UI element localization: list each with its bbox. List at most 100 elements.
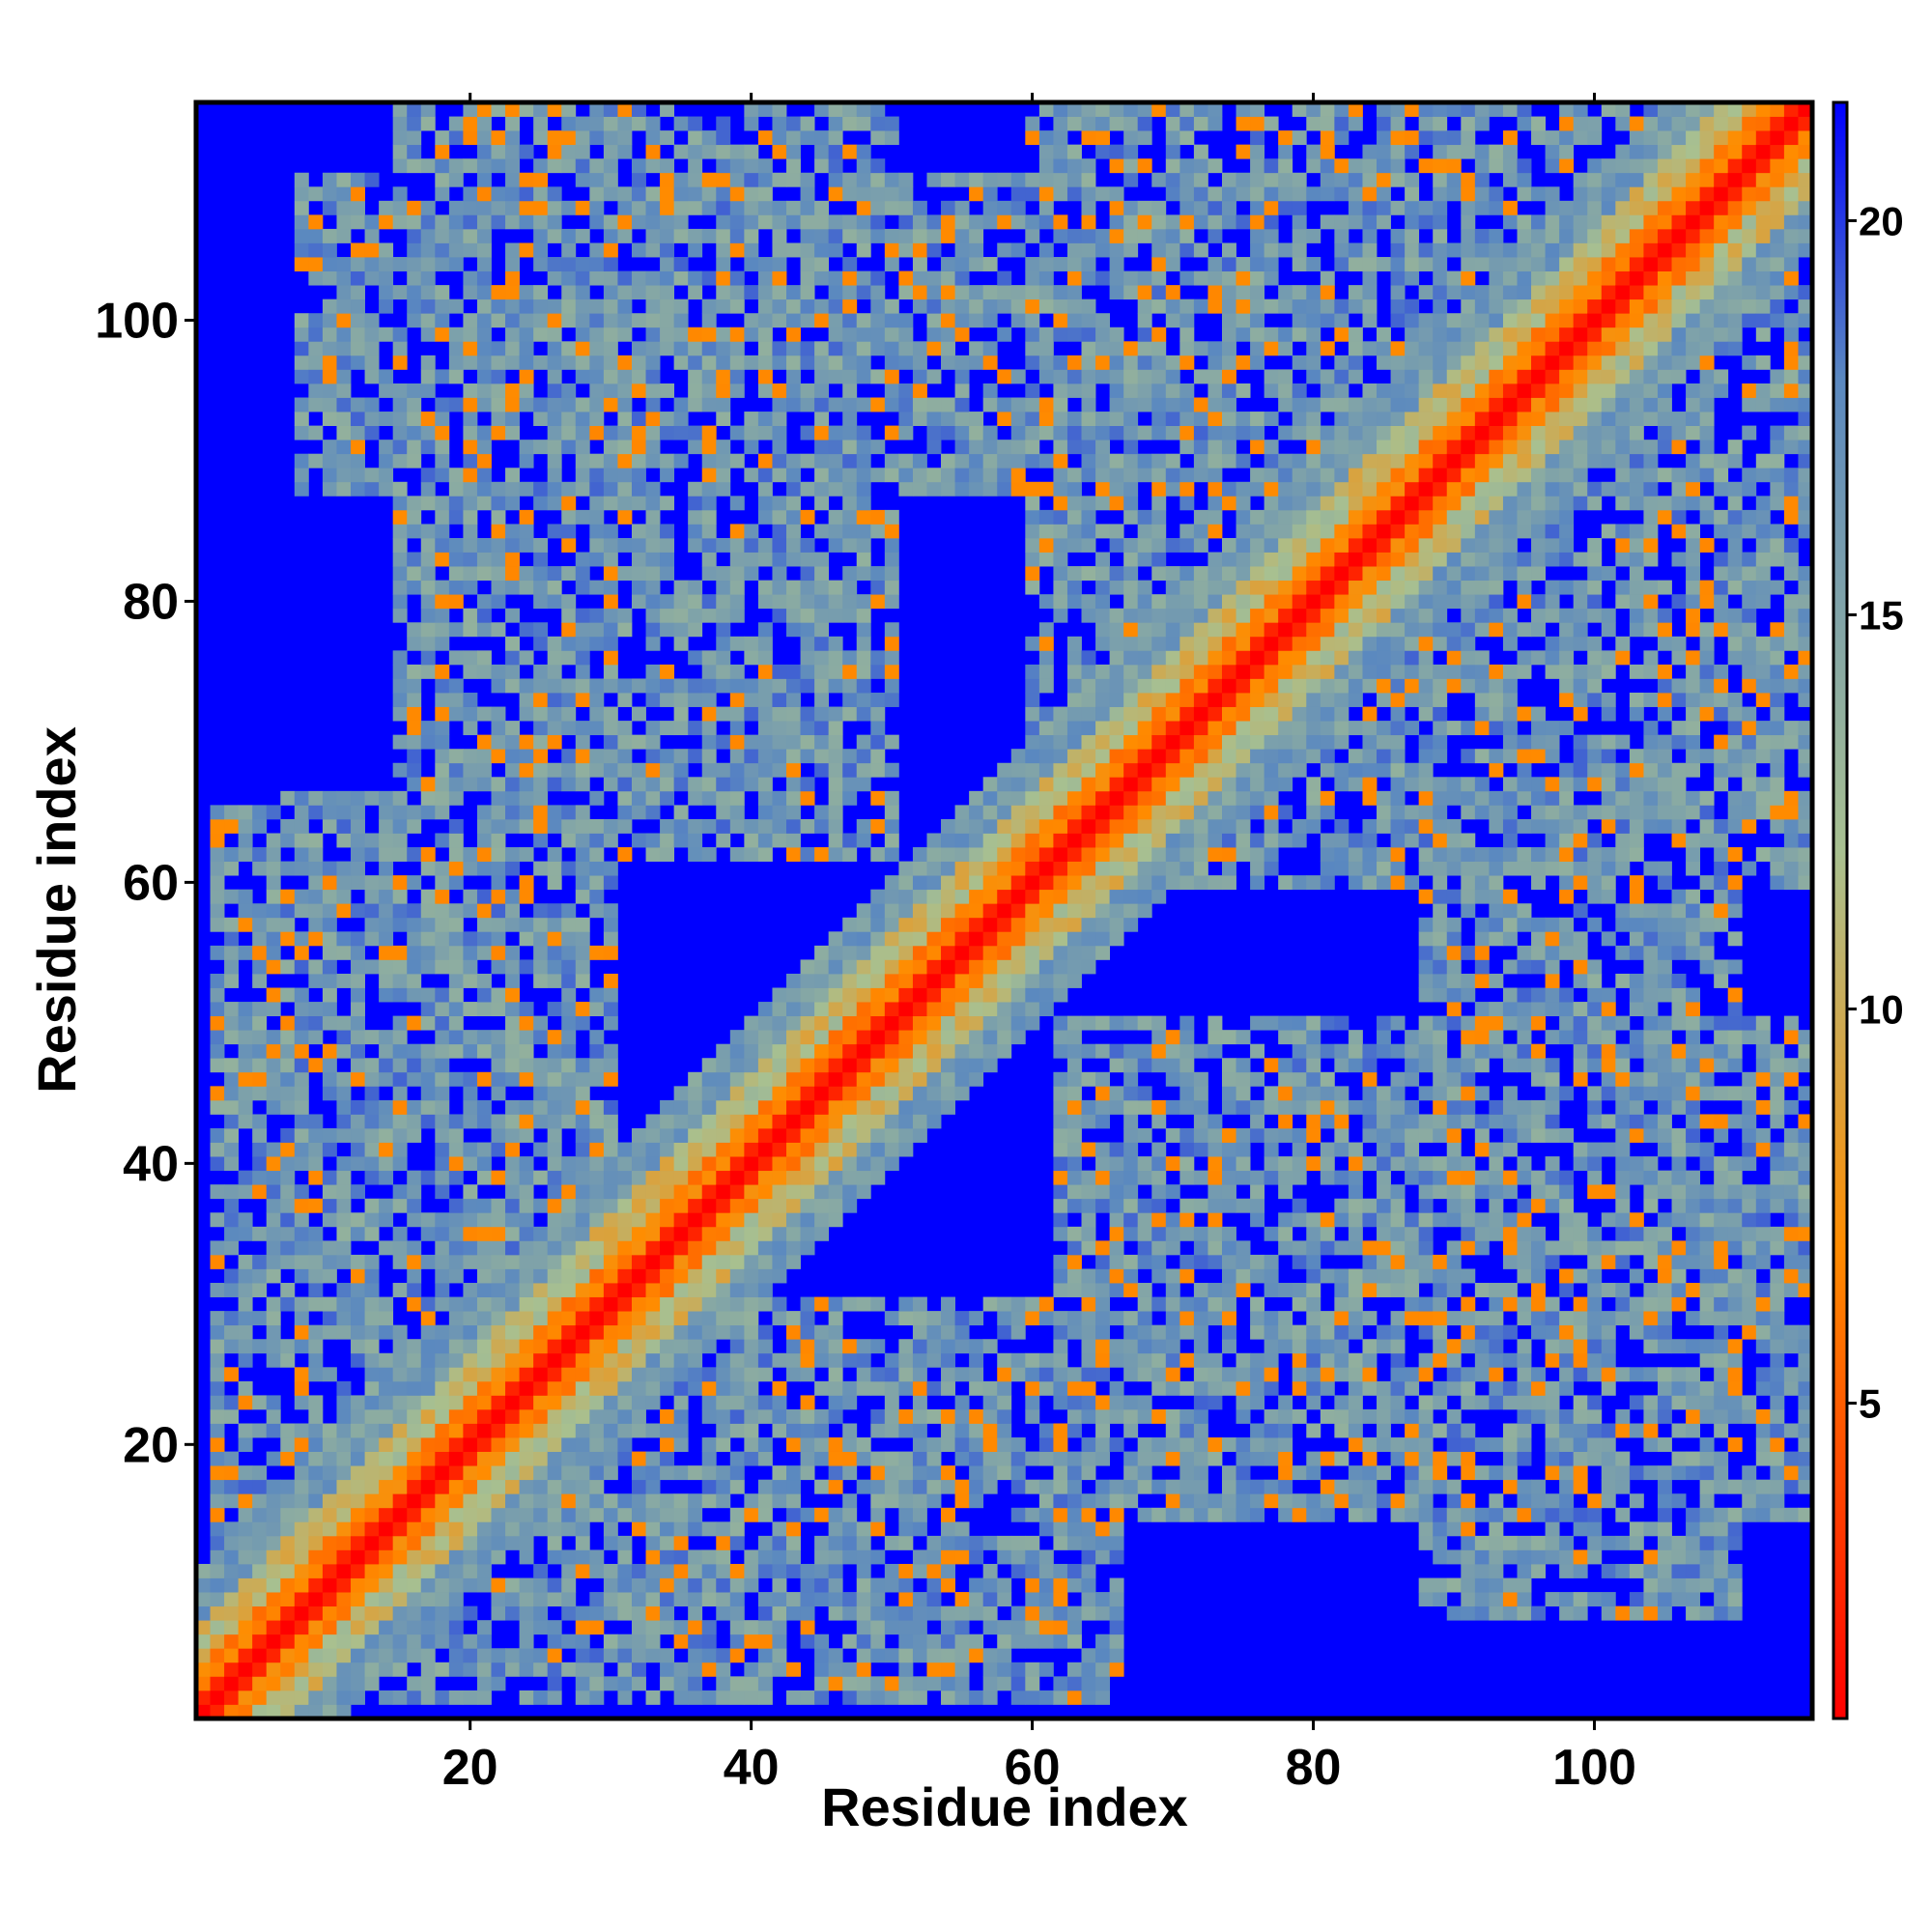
heatmap-cell [617,537,633,553]
heatmap-cell [982,931,998,947]
heatmap-cell [505,355,520,370]
heatmap-cell [631,481,646,497]
heatmap-cell [238,1311,253,1326]
heatmap-cell [912,298,927,314]
heatmap-cell [435,440,450,455]
heatmap-cell [575,959,590,975]
heatmap-cell [814,228,830,243]
heatmap-cell [898,1634,914,1649]
heatmap-cell [603,566,618,582]
heatmap-cell [491,594,506,610]
heatmap-cell [420,847,436,862]
heatmap-cell [1025,257,1040,271]
heatmap-cell [926,228,942,243]
heatmap-cell [603,369,618,384]
heatmap-cell [757,1198,773,1213]
heatmap-cell [856,552,871,567]
heatmap-cell [716,622,731,638]
heatmap-cell [884,650,899,666]
heatmap-cell [772,1563,787,1578]
heatmap-cell [800,1030,815,1045]
heatmap-cell [351,397,365,412]
heatmap-cell [364,1521,380,1537]
heatmap-cell [463,1648,478,1663]
heatmap-cell [673,425,689,440]
heatmap-cell [997,833,1012,848]
heatmap-cell [884,1127,899,1143]
heatmap-cell [1053,1099,1068,1115]
heatmap-cell [772,116,787,131]
heatmap-cell [969,313,984,328]
heatmap-cell [729,1339,745,1354]
heatmap-cell [828,116,843,131]
heatmap-cell [898,1605,914,1621]
heatmap-cell [561,1254,577,1269]
heatmap-cell [407,509,422,525]
heatmap-cell [1038,777,1054,792]
heatmap-cell [519,214,534,230]
heatmap-cell [772,200,787,215]
heatmap-cell [716,1563,731,1578]
heatmap-cell [435,1423,450,1438]
heatmap-cell [603,313,618,328]
heatmap-cell [1038,1002,1054,1017]
heatmap-cell [1095,1535,1111,1550]
heatmap-cell [322,1198,337,1213]
heatmap-cell [379,285,394,300]
heatmap-cell [547,1465,562,1481]
heatmap-cell [786,1367,801,1382]
heatmap-cell [575,1620,590,1635]
heatmap-cell [224,1184,240,1200]
heatmap-cell [757,1493,773,1509]
heatmap-cell [828,1198,843,1213]
heatmap-cell [575,566,590,582]
heatmap-cell [645,847,661,862]
heatmap-cell [561,749,577,764]
heatmap-cell [575,608,590,623]
heatmap-cell [547,1324,562,1340]
heatmap-cell [1025,1676,1040,1691]
heatmap-cell [351,1690,365,1705]
heatmap-cell [884,1142,899,1157]
heatmap-cell [954,903,970,919]
heatmap-cell [547,1002,562,1017]
heatmap-cell [997,412,1012,426]
heatmap-cell [224,1535,240,1550]
heatmap-cell [1081,257,1096,271]
heatmap-cell [617,1423,633,1438]
heatmap-cell [238,1634,253,1649]
heatmap-cell [364,1395,380,1410]
heatmap-cell [842,1465,858,1481]
heatmap-cell [969,903,984,919]
heatmap-cell [814,1086,830,1101]
heatmap-cell [476,1395,492,1410]
heatmap-cell [856,833,871,848]
heatmap-cell [589,608,605,623]
heatmap-cell [828,285,843,300]
heatmap-cell [294,987,309,1003]
heatmap-cell [954,1311,970,1326]
heatmap-cell [505,1099,520,1115]
heatmap-cell [435,861,450,876]
heatmap-cell [463,1605,478,1621]
heatmap-cell [407,1071,422,1087]
heatmap-cell [476,1620,492,1635]
heatmap-cell [505,327,520,342]
heatmap-cell [491,1240,506,1256]
heatmap-cell [1066,790,1082,806]
heatmap-cell [1081,453,1096,469]
heatmap-cell [322,1704,337,1719]
heatmap-cell [420,412,436,426]
heatmap-cell [645,298,661,314]
heatmap-cell [322,1592,337,1607]
heatmap-cell [336,425,352,440]
heatmap-cell [519,298,534,314]
heatmap-cell [420,1380,436,1396]
heatmap-cell [476,861,492,876]
heatmap-cell [772,1114,787,1129]
heatmap-cell [926,847,942,862]
heatmap-cell [379,959,394,975]
heatmap-cell [392,1156,408,1172]
heatmap-cell [772,664,787,679]
heatmap-cell [519,341,534,356]
